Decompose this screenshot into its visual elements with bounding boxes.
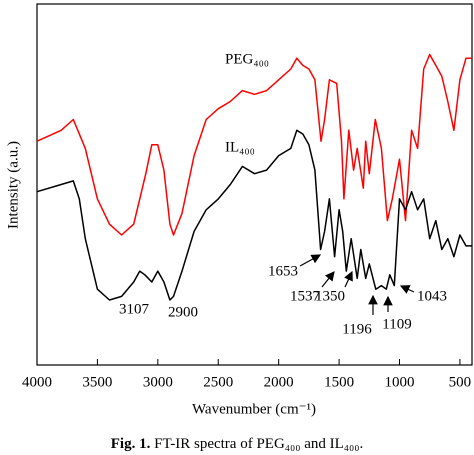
spectrum-line	[36, 129, 472, 301]
peak-label: 1653	[268, 263, 298, 279]
peak-label: 3107	[119, 301, 150, 317]
peak-arrow	[299, 254, 322, 267]
x-tick-label: 3000	[143, 374, 173, 390]
x-tick-label: 2000	[264, 374, 294, 390]
spectrum-line	[36, 53, 472, 236]
peak-label: 1350	[315, 288, 345, 304]
peak-arrow	[344, 270, 353, 288]
peak-label: 1043	[417, 288, 447, 304]
peak-label: 2900	[168, 304, 198, 320]
x-tick-label: 500	[449, 374, 472, 390]
plot-frame	[36, 3, 473, 366]
x-tick-label: 1500	[324, 374, 354, 390]
peak-arrow	[399, 285, 415, 294]
x-tick-label: 2500	[203, 374, 233, 390]
caption: Fig. 1. FT-IR spectra of PEG₄₀₀ and IL₄₀…	[111, 436, 363, 452]
peak-label: 1196	[342, 321, 372, 337]
peak-arrow	[321, 271, 335, 288]
caption-prefix: Fig. 1.	[111, 436, 151, 452]
series-label: PEG₄₀₀	[225, 51, 269, 67]
y-axis-label: Intensity (a.u.)	[5, 141, 21, 229]
caption-text: FT-IR spectra of PEG₄₀₀ and IL₄₀₀.	[154, 436, 363, 452]
series-label: IL₄₀₀	[225, 139, 255, 155]
x-tick-label: 4000	[22, 374, 52, 390]
x-tick-label: 1000	[385, 374, 415, 390]
x-axis-label: Wavenumber (cm⁻¹)	[192, 401, 316, 417]
peak-label: 1109	[382, 316, 411, 332]
x-tick-label: 3500	[82, 374, 112, 390]
peak-label: 1537	[290, 288, 321, 304]
